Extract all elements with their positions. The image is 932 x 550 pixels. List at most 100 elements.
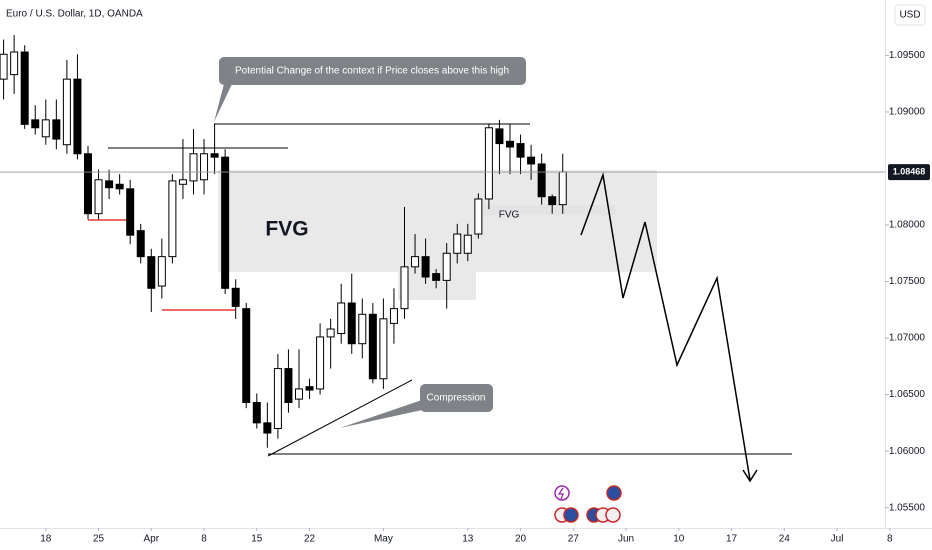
x-tick-label: 17 [726, 534, 738, 545]
candle-body [484, 127, 493, 200]
candle-body [463, 234, 472, 254]
fvg-zone [218, 170, 657, 272]
event-icon [563, 507, 579, 523]
candle-body [126, 188, 135, 236]
x-tick-label: Jul [831, 534, 844, 545]
candle-body [389, 308, 398, 324]
fvg-label: FVG [499, 210, 520, 221]
candle-body [136, 230, 145, 258]
candle-body [421, 256, 430, 278]
candle-body [294, 388, 303, 400]
callout-box [420, 384, 493, 412]
candle-body [178, 179, 187, 185]
chart-title: Euro / U.S. Dollar, 1D, OANDA [6, 9, 143, 20]
currency-box [894, 4, 926, 26]
candle-body [368, 313, 377, 380]
candle-body [83, 153, 92, 215]
x-tick-label: 25 [93, 534, 105, 545]
x-tick-label: Apr [144, 534, 160, 545]
candle-body [326, 328, 335, 338]
candle-body [337, 302, 346, 335]
y-tick-label: 1.06500 [889, 389, 926, 400]
candle-body [442, 252, 451, 281]
y-tick-label: 1.09500 [889, 50, 926, 61]
callout-text: Potential Change of the context if Price… [235, 66, 509, 77]
candle-body [73, 78, 82, 155]
x-tick-label: 10 [673, 534, 685, 545]
candle-body [10, 51, 19, 76]
candle-body [537, 163, 546, 198]
current-price-box [888, 164, 930, 181]
candle-body [157, 256, 166, 287]
y-tick-label: 1.06000 [889, 446, 926, 457]
fvg-zone-small [478, 205, 615, 215]
candle-body [52, 119, 61, 140]
candle-body [548, 196, 557, 206]
currency-label: USD [899, 10, 920, 21]
event-icon [605, 507, 621, 523]
candle-body [62, 78, 71, 146]
fvg-label: FVG [265, 218, 308, 241]
drawings [0, 0, 932, 529]
candle-body [94, 179, 103, 215]
candle-body [358, 313, 367, 345]
y-tick-label: 1.07000 [889, 333, 926, 344]
labels: Euro / U.S. Dollar, 1D, OANDA USD Potent… [6, 9, 921, 404]
candle-body [284, 368, 293, 404]
x-tick-label: May [374, 534, 393, 545]
candle-body [189, 153, 198, 182]
candle-body [20, 51, 29, 125]
x-tick-label: 18 [40, 534, 52, 545]
callout-box [219, 57, 526, 85]
candle-body [0, 53, 8, 80]
x-tick-label: 8 [201, 534, 207, 545]
candle-body [115, 183, 124, 190]
trend-line [267, 379, 413, 457]
x-tick-label: 15 [251, 534, 263, 545]
candles [0, 35, 567, 448]
candle-body [31, 119, 40, 129]
event-icon [606, 485, 622, 501]
x-tick-label: 22 [304, 534, 316, 545]
candle-body [316, 336, 325, 390]
candle-body [200, 153, 209, 181]
candle-body [210, 153, 219, 158]
y-tick-label: 1.07500 [889, 276, 926, 287]
candle-body [231, 287, 240, 307]
candle-body [400, 266, 409, 310]
event-icon [557, 487, 564, 500]
candle-body [495, 128, 504, 145]
candle-body [516, 143, 525, 158]
candle-body [558, 171, 567, 206]
x-tick-label: 24 [779, 534, 791, 545]
projection-path [580, 172, 751, 481]
callout-text: Compression [427, 393, 486, 404]
candle-body [305, 386, 314, 391]
candle-body [242, 308, 251, 404]
candle-body [263, 422, 272, 434]
y-tick-label: 1.05500 [889, 502, 926, 513]
candle-body [252, 402, 261, 424]
candle-body [168, 180, 177, 258]
candle-body [505, 140, 514, 148]
y-tick-label: 1.08000 [889, 220, 926, 231]
x-tick-label: 8 [887, 534, 893, 545]
candle-body [221, 156, 230, 289]
candle-body [105, 180, 114, 189]
candle-body [527, 156, 536, 165]
x-tick-label: 20 [515, 534, 527, 545]
x-tick-label: Jun [618, 534, 634, 545]
candle-body [453, 233, 462, 254]
projection-arrow [742, 469, 758, 483]
x-tick-label: 27 [568, 534, 580, 545]
callout-pointer [214, 84, 232, 122]
candle-body [379, 318, 388, 380]
candle-body [41, 119, 50, 138]
x-tick-label: 13 [462, 534, 474, 545]
current-price-label: 1.08468 [893, 166, 926, 176]
candle-body [411, 256, 420, 268]
callout-pointer [340, 400, 422, 428]
candle-body [474, 198, 483, 235]
